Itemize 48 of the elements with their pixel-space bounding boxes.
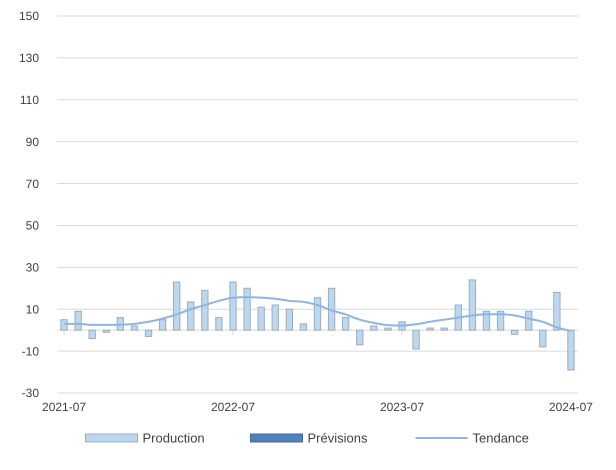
bar bbox=[553, 292, 561, 331]
bar bbox=[314, 297, 322, 331]
x-tick-label: 2021-07 bbox=[42, 400, 86, 414]
line-series bbox=[63, 296, 572, 332]
bar bbox=[300, 323, 308, 331]
legend-label: Production bbox=[142, 430, 205, 446]
x-tick-label: 2023-07 bbox=[380, 400, 424, 414]
bar bbox=[328, 288, 336, 331]
y-tick-label: -30 bbox=[22, 386, 40, 400]
bar bbox=[187, 301, 194, 331]
bar bbox=[468, 279, 476, 331]
bar bbox=[510, 330, 518, 335]
bar bbox=[286, 308, 294, 331]
y-tick-label: 70 bbox=[26, 176, 40, 191]
bar bbox=[201, 290, 209, 331]
bar bbox=[144, 330, 152, 337]
y-tick-label: 10 bbox=[26, 302, 40, 316]
y-tick-label: 30 bbox=[26, 260, 40, 275]
x-tick-label: 2022-07 bbox=[210, 400, 256, 414]
bar bbox=[229, 281, 237, 331]
bar bbox=[173, 281, 180, 331]
bar bbox=[567, 330, 575, 370]
bar bbox=[412, 330, 420, 350]
bar bbox=[272, 304, 279, 331]
x-tick-label: 2024-07 bbox=[548, 400, 594, 414]
y-tick-label: 150 bbox=[18, 9, 40, 24]
y-tick-label: 50 bbox=[26, 218, 40, 233]
bar bbox=[356, 330, 364, 346]
bar bbox=[158, 319, 166, 331]
y-tick-label: 130 bbox=[18, 51, 40, 66]
y-tick-label: 90 bbox=[26, 134, 40, 149]
bar bbox=[102, 330, 110, 333]
bar bbox=[88, 330, 96, 340]
bar bbox=[454, 304, 462, 331]
bar bbox=[258, 306, 265, 331]
bar bbox=[342, 317, 350, 331]
bar bbox=[215, 317, 223, 331]
bar bbox=[370, 325, 378, 331]
bar bbox=[426, 328, 434, 331]
legend-label: Prévisions bbox=[308, 430, 368, 446]
bar bbox=[539, 330, 546, 348]
y-tick-label: -10 bbox=[22, 344, 40, 358]
bar bbox=[243, 288, 251, 331]
y-tick-label: 110 bbox=[20, 92, 40, 107]
legend-label: Tendance bbox=[472, 430, 529, 446]
bar bbox=[130, 325, 138, 331]
bar bbox=[440, 328, 448, 331]
bar bbox=[384, 328, 392, 331]
